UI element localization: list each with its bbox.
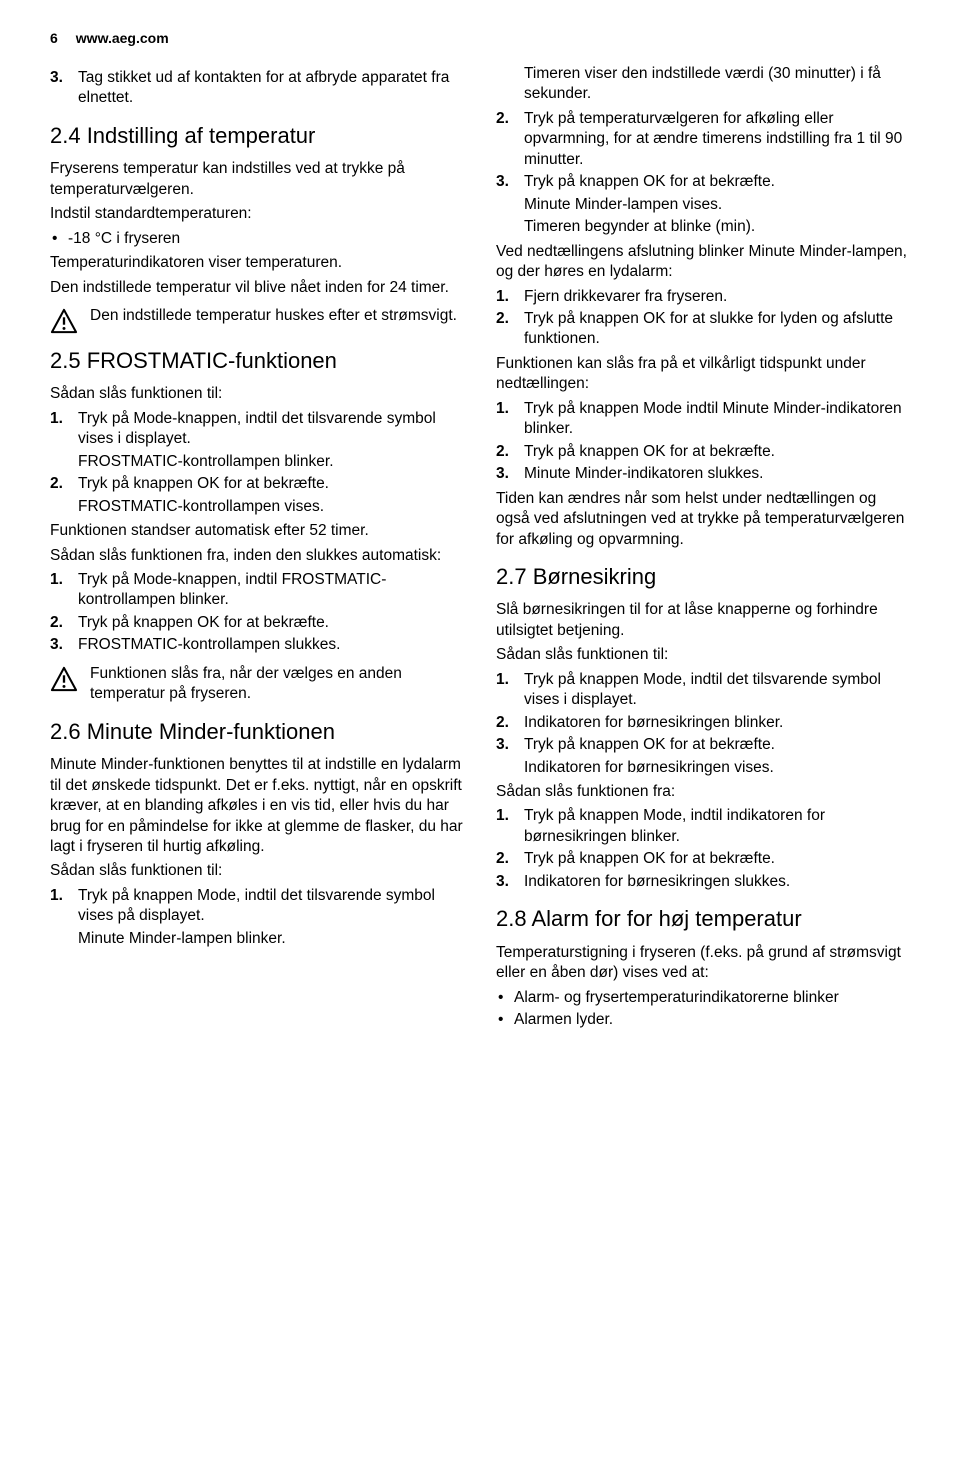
paragraph: Sådan slås funktionen fra: — [496, 782, 910, 802]
resume-numbered-list: 3.Tag stikket ud af kontakten for at afb… — [50, 68, 464, 109]
paragraph: Slå børnesikringen til for at låse knapp… — [496, 600, 910, 641]
indent-text: Timeren viser den indstillede værdi (30 … — [496, 64, 910, 105]
paragraph: Den indstillede temperatur vil blive nåe… — [50, 278, 464, 298]
list-item: 1.Tryk på Mode-knappen, indtil det tilsv… — [50, 409, 464, 472]
list-item: 3.FROSTMATIC-kontrollampen slukkes. — [50, 635, 464, 655]
list-item: 2.Tryk på knappen OK for at bekræfte. — [50, 613, 464, 633]
left-column: 3.Tag stikket ud af kontakten for at afb… — [50, 64, 464, 1034]
paragraph: Sådan slås funktionen til: — [50, 384, 464, 404]
list-item: 3.Minute Minder-indikatoren slukkes. — [496, 464, 910, 484]
list-item: 3.Indikatoren for børnesikringen slukkes… — [496, 872, 910, 892]
paragraph: Minute Minder-funktionen benyttes til at… — [50, 755, 464, 857]
list-item: 1.Fjern drikkevarer fra fryseren. — [496, 287, 910, 307]
numbered-list: 1.Tryk på Mode-knappen, indtil FROSTMATI… — [50, 570, 464, 656]
numbered-list: 1.Fjern drikkevarer fra fryseren. 2.Tryk… — [496, 287, 910, 350]
paragraph: Funktionen kan slås fra på et vilkårligt… — [496, 354, 910, 395]
list-item: 1.Tryk på knappen Mode indtil Minute Min… — [496, 399, 910, 440]
paragraph: Fryserens temperatur kan indstilles ved … — [50, 159, 464, 200]
section-heading-2-5: 2.5 FROSTMATIC-funktionen — [50, 348, 464, 374]
paragraph: Temperaturindikatoren viser temperaturen… — [50, 253, 464, 273]
paragraph: Ved nedtællingens afslutning blinker Min… — [496, 242, 910, 283]
numbered-list: 1.Tryk på Mode-knappen, indtil det tilsv… — [50, 409, 464, 517]
bullet-list: -18 °C i fryseren — [50, 229, 464, 249]
numbered-list: 1.Tryk på knappen Mode, indtil det tilsv… — [496, 670, 910, 778]
header-url: www.aeg.com — [76, 30, 169, 46]
paragraph: Sådan slås funktionen til: — [50, 861, 464, 881]
numbered-list: 2.Tryk på temperaturvælgeren for afkølin… — [496, 109, 910, 238]
list-item: 3.Tryk på knappen OK for at bekræfte.Ind… — [496, 735, 910, 778]
list-item: 3.Tag stikket ud af kontakten for at afb… — [50, 68, 464, 109]
page: 6 www.aeg.com 3.Tag stikket ud af kontak… — [0, 0, 960, 1463]
right-column: Timeren viser den indstillede værdi (30 … — [496, 64, 910, 1034]
page-header: 6 www.aeg.com — [50, 30, 910, 46]
list-item: 1.Tryk på knappen Mode, indtil det tilsv… — [496, 670, 910, 711]
numbered-list: 1.Tryk på knappen Mode, indtil indikator… — [496, 806, 910, 892]
section-heading-2-7: 2.7 Børnesikring — [496, 564, 910, 590]
section-heading-2-6: 2.6 Minute Minder-funktionen — [50, 719, 464, 745]
caution-block: Den indstillede temperatur huskes efter … — [50, 306, 464, 334]
caution-text: Funktionen slås fra, når der vælges en a… — [90, 664, 464, 705]
caution-icon — [50, 308, 78, 334]
numbered-list: 1.Tryk på knappen Mode indtil Minute Min… — [496, 399, 910, 485]
paragraph: Indstil standardtemperaturen: — [50, 204, 464, 224]
paragraph: Tiden kan ændres når som helst under ned… — [496, 489, 910, 550]
list-item: 1.Tryk på knappen Mode, indtil indikator… — [496, 806, 910, 847]
paragraph: Sådan slås funktionen til: — [496, 645, 910, 665]
caution-block: Funktionen slås fra, når der vælges en a… — [50, 664, 464, 705]
caution-icon — [50, 666, 78, 692]
list-item: 2.Tryk på knappen OK for at bekræfte. — [496, 442, 910, 462]
list-item: Alarm- og frysertemperaturindikatorerne … — [496, 988, 910, 1008]
list-item: 2.Tryk på temperaturvælgeren for afkølin… — [496, 109, 910, 170]
bullet-list: Alarm- og frysertemperaturindikatorerne … — [496, 988, 910, 1031]
paragraph: Temperaturstigning i fryseren (f.eks. på… — [496, 943, 910, 984]
list-item: 3.Tryk på knappen OK for at bekræfte.Min… — [496, 172, 910, 237]
list-item: Alarmen lyder. — [496, 1010, 910, 1030]
columns: 3.Tag stikket ud af kontakten for at afb… — [50, 64, 910, 1034]
list-item: -18 °C i fryseren — [50, 229, 464, 249]
page-number: 6 — [50, 30, 58, 46]
list-item: 2.Indikatoren for børnesikringen blinker… — [496, 713, 910, 733]
list-item: 2.Tryk på knappen OK for at slukke for l… — [496, 309, 910, 350]
paragraph: Sådan slås funktionen fra, inden den slu… — [50, 546, 464, 566]
caution-text: Den indstillede temperatur huskes efter … — [90, 306, 461, 326]
numbered-list: 1.Tryk på knappen Mode, indtil det tilsv… — [50, 886, 464, 949]
section-heading-2-8: 2.8 Alarm for for høj temperatur — [496, 906, 910, 932]
list-item: 1.Tryk på Mode-knappen, indtil FROSTMATI… — [50, 570, 464, 611]
paragraph: Funktionen standser automatisk efter 52 … — [50, 521, 464, 541]
section-heading-2-4: 2.4 Indstilling af temperatur — [50, 123, 464, 149]
list-item: 2.Tryk på knappen OK for at bekræfte.FRO… — [50, 474, 464, 517]
list-item: 1.Tryk på knappen Mode, indtil det tilsv… — [50, 886, 464, 949]
list-item: 2.Tryk på knappen OK for at bekræfte. — [496, 849, 910, 869]
